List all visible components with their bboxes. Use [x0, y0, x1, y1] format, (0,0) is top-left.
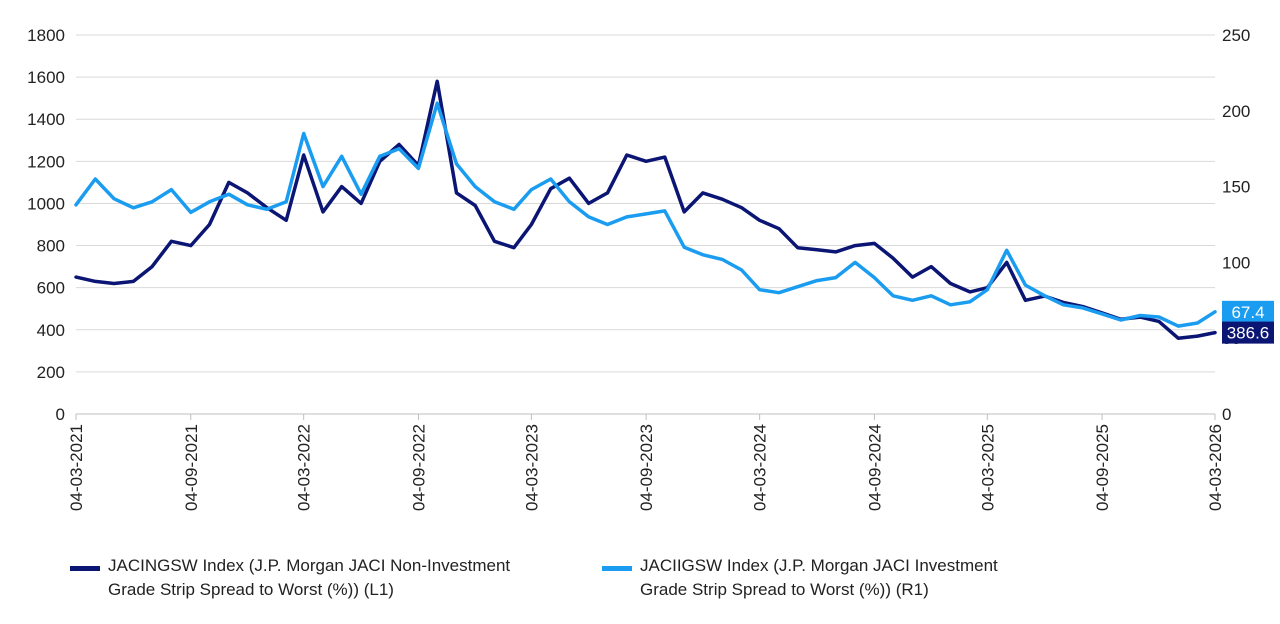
legend-item-investment-grade: JACIIGSW Index (J.P. Morgan JACI Investm… [602, 554, 1110, 602]
legend-label-line2: Grade Strip Spread to Worst (%)) (L1) [108, 580, 394, 599]
legend-item-non-investment-grade: JACINGSW Index (J.P. Morgan JACI Non-Inv… [70, 554, 578, 602]
x-tick-label: 04-09-2024 [865, 424, 884, 511]
right-tick-label: 250 [1222, 26, 1250, 45]
left-tick-label: 1200 [27, 152, 65, 171]
left-tick-label: 0 [56, 405, 65, 424]
left-tick-label: 1600 [27, 68, 65, 87]
right-tick-label: 0 [1222, 405, 1231, 424]
legend-label-line2: Grade Strip Spread to Worst (%)) (R1) [640, 580, 929, 599]
legend-label-line1: JACINGSW Index (J.P. Morgan JACI Non-Inv… [108, 556, 511, 575]
x-tick-label: 04-03-2024 [751, 424, 770, 511]
grid-lines [76, 34, 1215, 415]
x-tick-label: 04-09-2022 [409, 424, 428, 511]
end-label-text: 67.4 [1231, 303, 1264, 322]
left-tick-label: 600 [37, 279, 65, 298]
legend-swatch-dark-blue [70, 566, 100, 571]
series-line-investment-grade [74, 101, 1217, 328]
series-layer [74, 79, 1217, 340]
end-label-box [1222, 300, 1274, 323]
left-tick-label: 1400 [27, 110, 65, 129]
right-tick-label: 200 [1222, 102, 1250, 121]
left-tick-label: 1800 [27, 26, 65, 45]
x-tick-label: 04-03-2021 [67, 424, 86, 511]
x-axis: 04-03-2021 04-09-2021 04-03-2022 04-09-2022… [67, 413, 1225, 511]
right-tick-label: 100 [1222, 253, 1250, 272]
legend-label-line1: JACIIGSW Index (J.P. Morgan JACI Investm… [640, 556, 998, 575]
left-tick-label: 200 [37, 363, 65, 382]
series-line-non-investment-grade [74, 79, 1217, 340]
end-labels: 67.4 386.6 [1222, 300, 1274, 344]
x-tick-label: 04-09-2023 [637, 424, 656, 511]
x-tick-label: 04-03-2023 [522, 424, 541, 511]
end-label-text: 386.6 [1227, 324, 1270, 343]
left-tick-label: 400 [37, 321, 65, 340]
left-tick-label: 800 [37, 237, 65, 256]
left-tick-label: 1000 [27, 194, 65, 213]
left-axis: 0 200 400 600 800 1000 1200 1400 1600 1800 [27, 26, 65, 424]
right-tick-label: 150 [1222, 178, 1250, 197]
x-tick-label: 04-03-2025 [978, 424, 997, 511]
end-label-non-investment-grade: 386.6 [1222, 321, 1274, 344]
x-tick-label: 04-03-2022 [295, 424, 314, 511]
right-axis: 050100150200250 [1222, 26, 1250, 424]
end-label-investment-grade: 67.4 [1222, 300, 1274, 323]
x-tick-label: 04-09-2025 [1093, 424, 1112, 511]
x-tick-label: 04-09-2021 [182, 424, 201, 511]
x-tick-label: 04-03-2026 [1206, 424, 1225, 511]
legend-swatch-light-blue [602, 566, 632, 571]
end-label-box [1222, 321, 1274, 344]
